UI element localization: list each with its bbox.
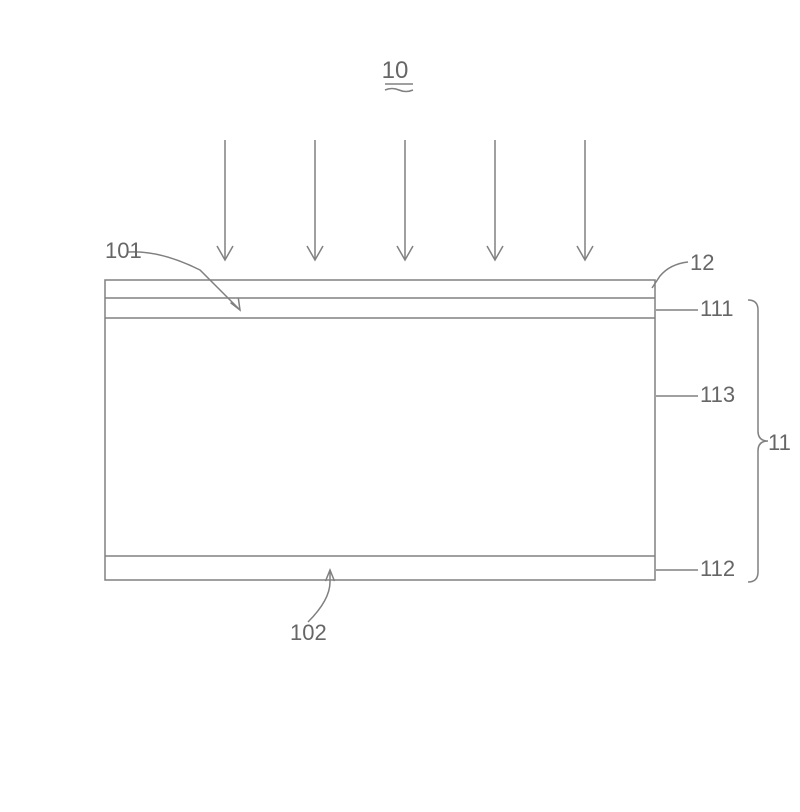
device-outline <box>105 280 655 580</box>
label-l112: 112 <box>700 556 735 581</box>
label-l12: 12 <box>690 250 714 275</box>
title-wave <box>385 89 413 92</box>
label-l102: 102 <box>290 620 327 645</box>
label-l113: 113 <box>700 382 735 407</box>
label-l11: 11 <box>768 430 791 455</box>
label-l101: 101 <box>105 238 142 263</box>
leader-l101 <box>128 252 240 310</box>
leader-l12 <box>652 262 688 288</box>
leader-arrowhead <box>231 298 240 310</box>
figure-title: 10 <box>382 57 409 84</box>
bracket-11 <box>748 300 768 582</box>
label-l111: 111 <box>700 296 733 321</box>
